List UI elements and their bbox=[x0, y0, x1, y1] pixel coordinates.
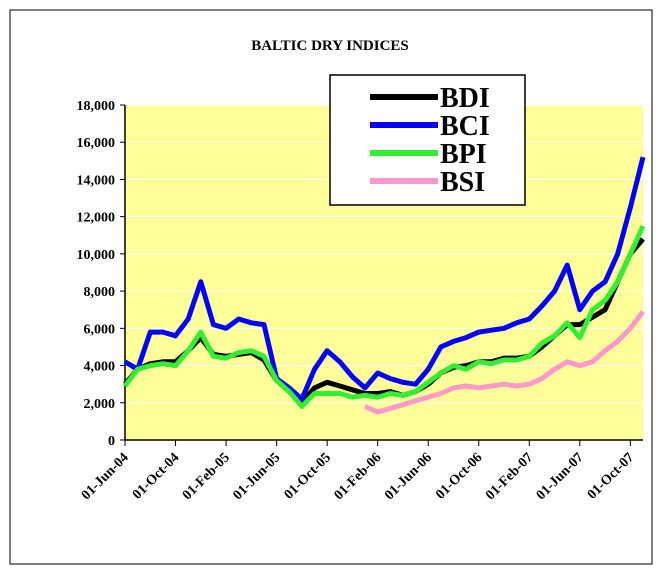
series-line bbox=[123, 224, 646, 409]
legend-label: BCI bbox=[440, 111, 490, 142]
legend-label: BDI bbox=[440, 83, 490, 114]
y-tick-label: 10,000 bbox=[77, 248, 116, 263]
y-tick-label: 4,000 bbox=[84, 360, 116, 375]
y-tick-label: 16,000 bbox=[77, 136, 116, 151]
y-tick-label: 12,000 bbox=[77, 211, 116, 226]
y-tick-label: 18,000 bbox=[77, 99, 116, 114]
legend-label: BPI bbox=[440, 139, 487, 170]
y-tick-label: 8,000 bbox=[84, 285, 116, 300]
y-tick-label: 0 bbox=[108, 434, 115, 449]
y-tick-label: 14,000 bbox=[77, 173, 116, 188]
y-tick-label: 6,000 bbox=[84, 322, 116, 337]
y-tick-label: 2,000 bbox=[84, 397, 116, 412]
legend-label: BSI bbox=[440, 167, 485, 198]
series-line bbox=[123, 156, 646, 402]
chart-title: BALTIC DRY INDICES bbox=[251, 38, 409, 54]
series-line bbox=[363, 310, 645, 415]
